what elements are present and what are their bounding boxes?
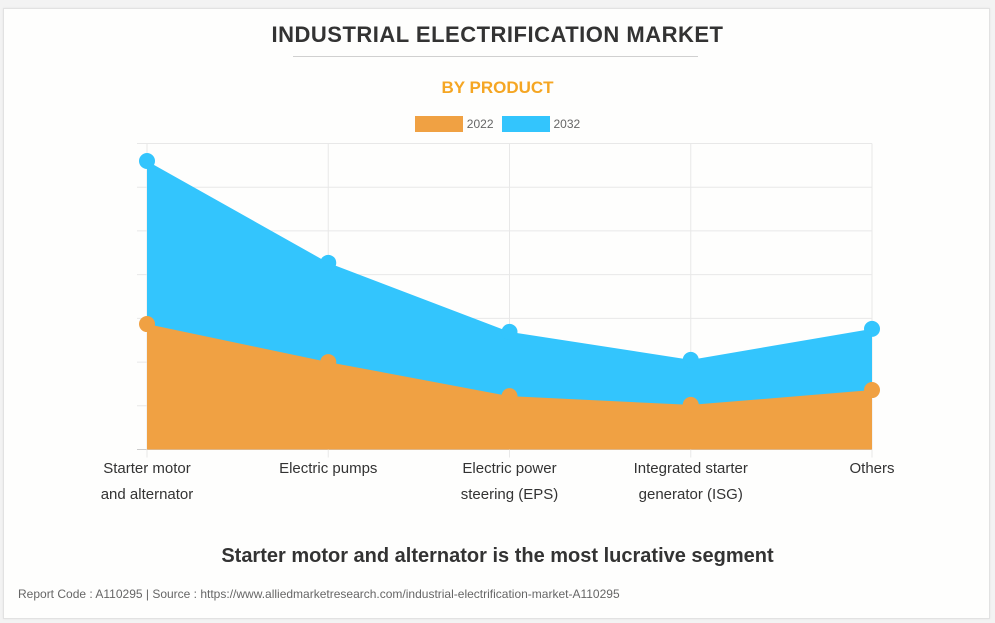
x-tick-label: Electric power steering (EPS) — [461, 460, 559, 503]
chart-subtitle: BY PRODUCT — [441, 78, 554, 97]
point-2032 — [320, 254, 337, 271]
chart-headline: Starter motor and alternator is the most… — [221, 545, 774, 567]
x-tick-label: Starter motor and alternator — [101, 460, 194, 503]
legend-swatch-2032 — [501, 116, 550, 132]
x-tick-label: Integrated starter generator (ISG) — [634, 460, 748, 503]
legend-item-2032[interactable]: 2032 — [501, 116, 581, 132]
legend-label-2032: 2032 — [553, 117, 581, 131]
point-2022 — [501, 388, 518, 405]
point-2022 — [682, 396, 699, 413]
point-2022 — [320, 354, 337, 371]
point-2032 — [501, 323, 518, 340]
chart-title: INDUSTRIAL ELECTRIFICATION MARKET — [271, 22, 724, 47]
title-divider — [293, 56, 698, 57]
x-tick-label: Electric pumps — [279, 460, 377, 477]
point-2022 — [864, 382, 880, 399]
series-areas — [147, 160, 872, 450]
legend: 2022 2032 — [0, 116, 995, 132]
data-points — [139, 152, 880, 413]
point-2032 — [139, 152, 155, 169]
point-2022 — [139, 316, 155, 333]
x-tick-label: Others — [849, 460, 894, 477]
x-axis-labels: Starter motor and alternator Electric pump… — [101, 460, 895, 503]
source-footer: Report Code : A110295 | Source : https:/… — [18, 587, 620, 601]
legend-swatch-2022 — [414, 116, 463, 132]
legend-label-2022: 2022 — [466, 117, 494, 131]
point-2032 — [864, 320, 880, 337]
legend-item-2022[interactable]: 2022 — [414, 116, 494, 132]
area-2022 — [147, 324, 872, 450]
point-2032 — [682, 351, 699, 368]
